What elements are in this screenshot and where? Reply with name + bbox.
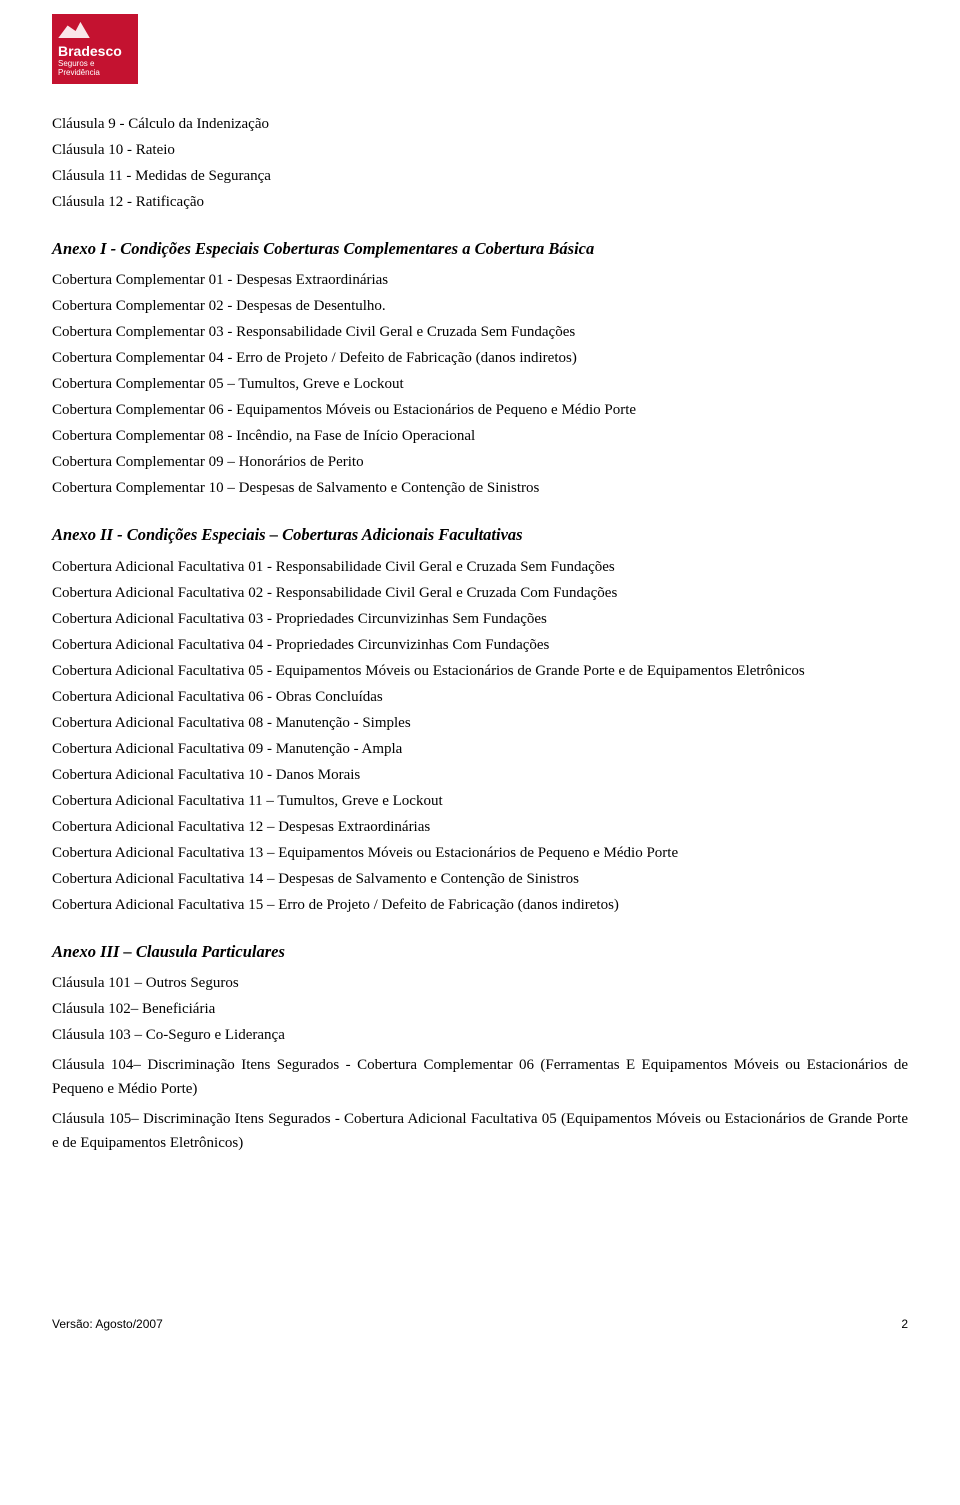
list-item: Cobertura Complementar 10 – Despesas de … <box>52 476 908 500</box>
list-item: Cobertura Adicional Facultativa 10 - Dan… <box>52 763 908 787</box>
list-item: Cobertura Complementar 09 – Honorários d… <box>52 450 908 474</box>
list-item: Cobertura Adicional Facultativa 04 - Pro… <box>52 633 908 657</box>
list-item: Cobertura Adicional Facultativa 02 - Res… <box>52 581 908 605</box>
logo-sub-text: Seguros e Previdência <box>58 60 132 78</box>
paragraph: Cláusula 105– Discriminação Itens Segura… <box>52 1107 908 1155</box>
list-item: Cobertura Adicional Facultativa 06 - Obr… <box>52 685 908 709</box>
anexo2-heading: Anexo II - Condições Especiais – Cobertu… <box>52 522 908 548</box>
page-number: 2 <box>901 1315 908 1334</box>
anexo1-heading: Anexo I - Condições Especiais Coberturas… <box>52 236 908 262</box>
list-item: Cobertura Adicional Facultativa 11 – Tum… <box>52 789 908 813</box>
logo-brand-text: Bradesco <box>58 44 132 58</box>
list-item: Cláusula 101 – Outros Seguros <box>52 971 908 995</box>
logo-graphic-icon <box>58 20 90 38</box>
list-item: Cláusula 11 - Medidas de Segurança <box>52 164 908 188</box>
list-item: Cobertura Complementar 05 – Tumultos, Gr… <box>52 372 908 396</box>
list-item: Cobertura Complementar 08 - Incêndio, na… <box>52 424 908 448</box>
list-item: Cobertura Adicional Facultativa 08 - Man… <box>52 711 908 735</box>
list-item: Cobertura Complementar 06 - Equipamentos… <box>52 398 908 422</box>
list-item: Cobertura Complementar 03 - Responsabili… <box>52 320 908 344</box>
list-item: Cobertura Adicional Facultativa 12 – Des… <box>52 815 908 839</box>
list-item: Cobertura Complementar 04 - Erro de Proj… <box>52 346 908 370</box>
list-item: Cláusula 102– Beneficiária <box>52 997 908 1021</box>
list-item: Cláusula 9 - Cálculo da Indenização <box>52 112 908 136</box>
brand-logo: Bradesco Seguros e Previdência <box>52 14 138 84</box>
anexo2-block: Cobertura Adicional Facultativa 01 - Res… <box>52 555 908 917</box>
version-label: Versão: Agosto/2007 <box>52 1315 163 1334</box>
list-item: Cobertura Adicional Facultativa 01 - Res… <box>52 555 908 579</box>
clausulas-block: Cláusula 9 - Cálculo da Indenização Cláu… <box>52 112 908 214</box>
list-item: Cobertura Adicional Facultativa 05 - Equ… <box>52 659 908 683</box>
list-item: Cláusula 12 - Ratificação <box>52 190 908 214</box>
list-item: Cobertura Complementar 02 - Despesas de … <box>52 294 908 318</box>
list-item: Cobertura Complementar 01 - Despesas Ext… <box>52 268 908 292</box>
list-item: Cobertura Adicional Facultativa 09 - Man… <box>52 737 908 761</box>
anexo3-heading: Anexo III – Clausula Particulares <box>52 939 908 965</box>
anexo1-block: Cobertura Complementar 01 - Despesas Ext… <box>52 268 908 500</box>
paragraph: Cláusula 104– Discriminação Itens Segura… <box>52 1053 908 1101</box>
list-item: Cobertura Adicional Facultativa 13 – Equ… <box>52 841 908 865</box>
list-item: Cobertura Adicional Facultativa 15 – Err… <box>52 893 908 917</box>
list-item: Cláusula 103 – Co-Seguro e Liderança <box>52 1023 908 1047</box>
anexo3-block: Cláusula 101 – Outros Seguros Cláusula 1… <box>52 971 908 1155</box>
list-item: Cobertura Adicional Facultativa 03 - Pro… <box>52 607 908 631</box>
list-item: Cláusula 10 - Rateio <box>52 138 908 162</box>
list-item: Cobertura Adicional Facultativa 14 – Des… <box>52 867 908 891</box>
page-footer: Versão: Agosto/2007 2 <box>52 1315 908 1334</box>
